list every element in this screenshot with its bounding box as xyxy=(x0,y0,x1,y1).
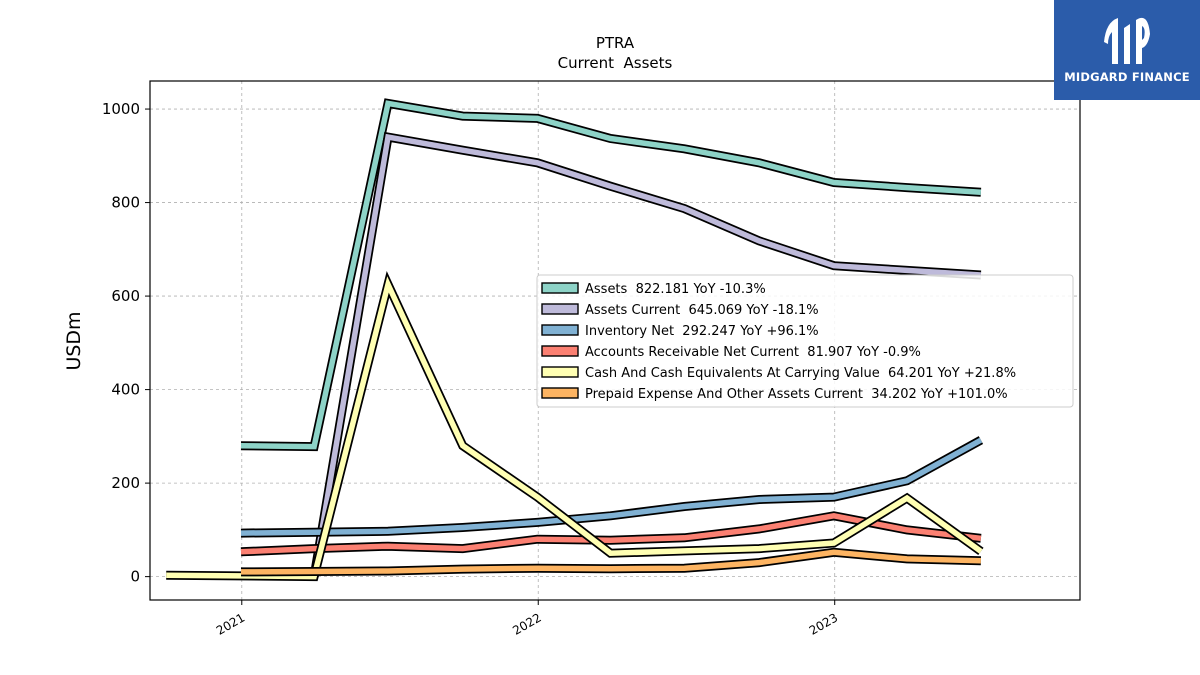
legend-item: Assets 822.181 YoY -10.3% xyxy=(541,282,766,297)
y-tick-label: 200 xyxy=(111,474,140,492)
brand-logo: MIDGARD FINANCE xyxy=(1054,0,1200,100)
legend-label: Assets 822.181 YoY -10.3% xyxy=(585,282,766,297)
chart-title: PTRA xyxy=(596,34,635,52)
legend-label: Assets Current 645.069 YoY -18.1% xyxy=(585,303,819,318)
x-tick-label: 2023 xyxy=(807,610,840,637)
legend-swatch xyxy=(541,345,579,357)
chart-subtitle: Current Assets xyxy=(558,54,673,72)
series-line-4 xyxy=(166,270,984,582)
y-tick-label: 0 xyxy=(130,568,140,586)
series-line-2 xyxy=(240,436,984,538)
series-stroke xyxy=(240,513,982,555)
series-stroke xyxy=(311,133,982,578)
series-line-5 xyxy=(240,547,982,577)
midgard-logo-icon xyxy=(1104,17,1150,64)
legend-item: Assets Current 645.069 YoY -18.1% xyxy=(541,303,819,318)
x-tick-label: 2021 xyxy=(214,610,247,637)
brand-name: MIDGARD FINANCE xyxy=(1064,70,1190,84)
y-axis: 0 200 400 600 800 1000 xyxy=(102,100,150,586)
y-tick-label: 400 xyxy=(111,381,140,399)
legend-swatch xyxy=(541,303,579,315)
y-tick-label: 1000 xyxy=(102,100,140,118)
x-axis: 2021 2022 2023 xyxy=(214,600,840,638)
series-stroke xyxy=(166,276,983,580)
series-stroke xyxy=(240,100,982,450)
y-tick-label: 800 xyxy=(111,194,140,212)
y-axis-label: USDm xyxy=(63,311,85,370)
series-stroke xyxy=(240,437,983,536)
legend-swatch xyxy=(541,387,579,399)
legend-swatch xyxy=(541,282,579,294)
plot-frame xyxy=(149,80,1081,601)
legend-label: Accounts Receivable Net Current 81.907 Y… xyxy=(585,345,921,360)
legend-label: Inventory Net 292.247 YoY +96.1% xyxy=(585,324,819,339)
legend-label: Prepaid Expense And Other Assets Current… xyxy=(585,387,1008,402)
series-line-0 xyxy=(240,98,982,452)
legend-item: Accounts Receivable Net Current 81.907 Y… xyxy=(541,345,921,360)
legend-item: Prepaid Expense And Other Assets Current… xyxy=(541,387,1008,402)
legend-swatch xyxy=(541,366,579,378)
legend-label: Cash And Cash Equivalents At Carrying Va… xyxy=(585,366,1016,381)
series-stroke xyxy=(240,549,981,575)
legend-box xyxy=(536,274,1074,408)
series-line-3 xyxy=(240,511,982,557)
y-tick-label: 600 xyxy=(111,287,140,305)
x-tick-label: 2022 xyxy=(510,610,543,637)
series-line-1 xyxy=(309,131,982,578)
legend-item: Cash And Cash Equivalents At Carrying Va… xyxy=(541,366,1016,381)
legend-swatch xyxy=(541,324,579,336)
series-group xyxy=(166,98,984,582)
legend: Assets 822.181 YoY -10.3% Assets Current … xyxy=(536,274,1074,408)
legend-item: Inventory Net 292.247 YoY +96.1% xyxy=(541,324,819,339)
